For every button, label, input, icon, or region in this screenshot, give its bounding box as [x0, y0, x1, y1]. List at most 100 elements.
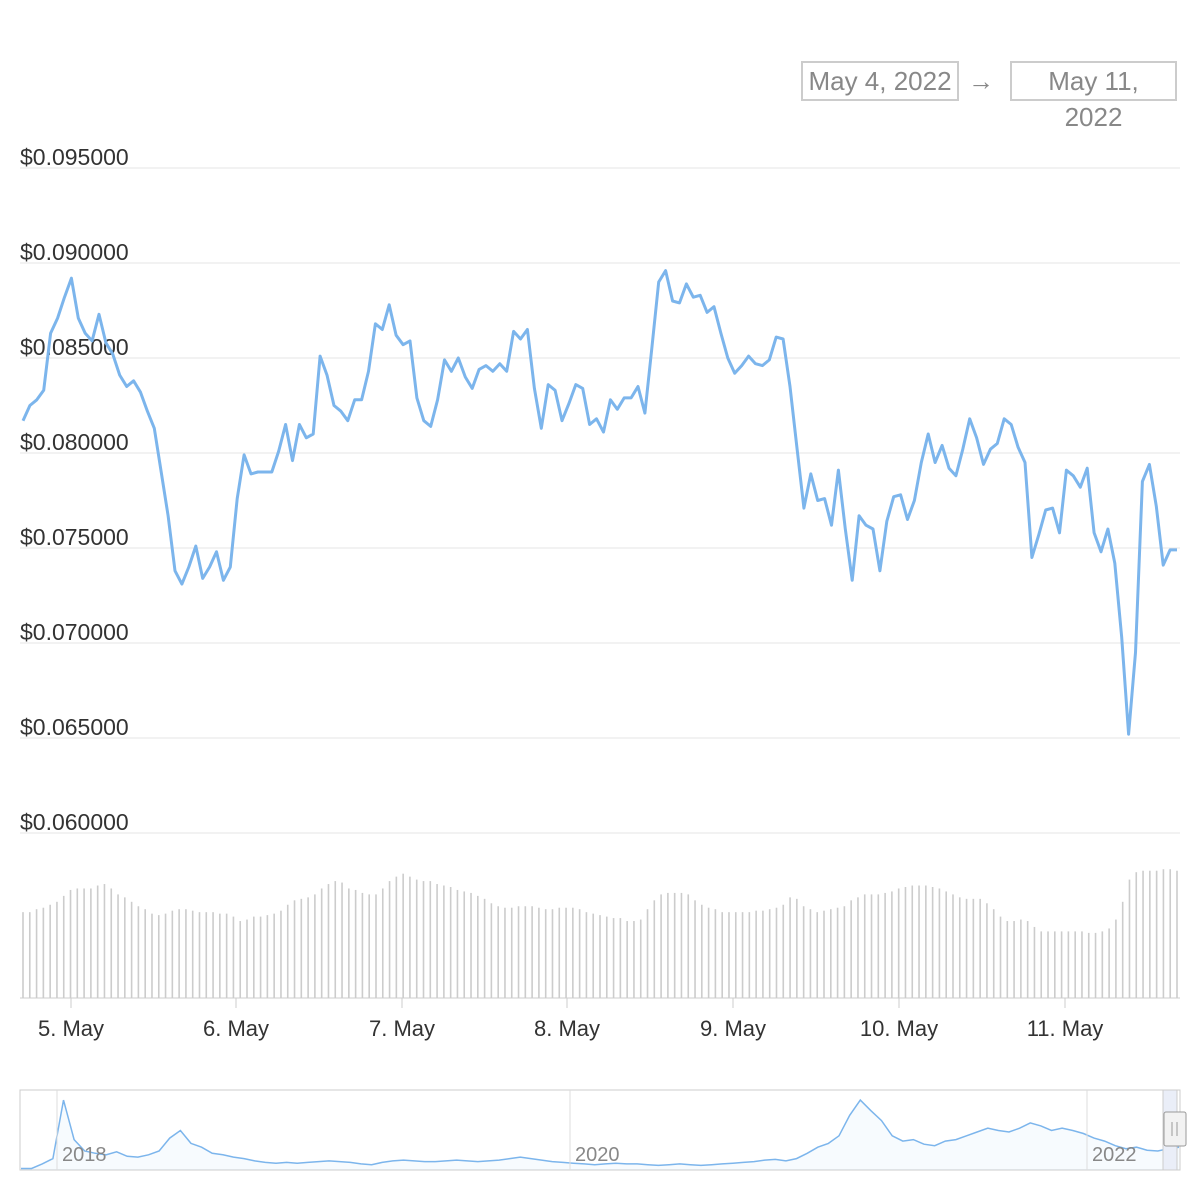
volume-bar: [605, 916, 608, 998]
volume-bar: [999, 916, 1002, 998]
volume-bar: [931, 887, 934, 998]
navigator-tick-label: 2020: [575, 1144, 620, 1166]
volume-bar: [300, 898, 303, 998]
volume-bar: [728, 912, 730, 998]
volume-bar: [1162, 869, 1165, 998]
volume-bar: [965, 898, 968, 998]
volume-bar: [76, 888, 79, 998]
y-axis-labels: $0.095000 $0.090000 $0.085000 $0.080000 $0.0…: [20, 144, 129, 835]
volume-bar: [1176, 870, 1178, 998]
navigator-handle[interactable]: [1163, 1111, 1187, 1147]
volume-bar: [96, 885, 99, 998]
x-tick-label: 10. May: [860, 1016, 938, 1041]
volume-bar: [762, 910, 764, 998]
volume-bar: [429, 881, 432, 998]
volume-bar: [443, 885, 445, 998]
volume-bar: [307, 897, 309, 998]
volume-bar: [110, 888, 113, 998]
volume-bar: [667, 892, 669, 998]
volume-bar: [232, 916, 235, 998]
range-to-input[interactable]: May 11, 2022: [1010, 61, 1177, 132]
volume-bar: [524, 906, 527, 998]
volume-bar: [239, 921, 242, 998]
volume-bar: [436, 884, 438, 998]
volume-bar: [157, 915, 160, 998]
y-tick-label: $0.060000: [20, 809, 129, 835]
volume-bar: [877, 894, 880, 998]
volume-bar: [246, 919, 248, 998]
volume-bar: [470, 892, 472, 998]
volume-bar: [1074, 931, 1076, 998]
navigator-series: [21, 1098, 1180, 1170]
navigator-area: [21, 1100, 1179, 1170]
range-arrow: →: [968, 66, 994, 96]
volume-bar: [1020, 919, 1022, 998]
volume-bar: [35, 909, 38, 998]
volume-bar: [409, 876, 411, 998]
volume-bar: [1108, 928, 1110, 998]
volume-bar: [1040, 931, 1043, 998]
volume-bar: [802, 906, 805, 998]
volume-bar: [1081, 931, 1083, 998]
x-tick-label: 8. May: [534, 1016, 600, 1041]
volume-bar: [178, 909, 180, 998]
volume-bar: [544, 909, 547, 998]
volume-bar: [870, 894, 873, 998]
volume-bar: [341, 882, 343, 998]
volume-bar: [755, 910, 757, 998]
volume-bar: [171, 910, 174, 998]
y-tick-label: $0.070000: [20, 619, 129, 645]
volume-bar: [796, 898, 798, 998]
volume-bar: [585, 912, 588, 998]
x-axis-ticks: 5. May 6. May 7. May 8. May 9. May 10. May 11.…: [38, 998, 1103, 1041]
volume-bar: [707, 907, 710, 998]
navigator[interactable]: 2018 2020 2022: [19, 1089, 1187, 1171]
volume-bar: [117, 894, 119, 998]
volume-bar: [775, 907, 778, 998]
volume-bar: [164, 913, 167, 998]
volume-bar: [280, 910, 282, 998]
volume-bar: [673, 892, 676, 998]
volume-bar: [958, 897, 961, 998]
y-tick-label: $0.080000: [20, 429, 129, 455]
volume-bar: [259, 916, 262, 998]
volume-bar: [415, 879, 418, 998]
volume-bar: [517, 906, 520, 998]
y-tick-label: $0.090000: [20, 239, 129, 265]
volume-bar: [925, 885, 927, 998]
range-from-input[interactable]: May 4, 2022: [801, 61, 959, 101]
volume-bar: [565, 907, 567, 998]
volume-bar: [253, 916, 255, 998]
volume-bar: [144, 909, 146, 998]
x-tick-label: 5. May: [38, 1016, 104, 1041]
y-tick-label: $0.085000: [20, 334, 129, 360]
volume-bar: [904, 887, 907, 998]
x-tick-label: 6. May: [203, 1016, 269, 1041]
volume-bar: [884, 892, 886, 998]
volume-bar: [395, 876, 398, 998]
volume-bar: [911, 885, 914, 998]
volume-bar: [986, 903, 988, 998]
volume-bar: [368, 894, 370, 998]
volume-bar: [185, 909, 187, 998]
volume-bar: [626, 921, 628, 998]
grid-lines: [20, 167, 1180, 834]
volume-bar: [1087, 932, 1090, 998]
volume-bar: [1142, 870, 1144, 998]
volume-bar: [789, 897, 791, 998]
volume-bar: [782, 904, 785, 998]
volume-bar: [198, 912, 201, 998]
volume-bar: [205, 912, 208, 998]
volume-bar: [402, 873, 404, 998]
volume-bar: [1006, 921, 1009, 998]
volume-bar: [1047, 931, 1049, 998]
volume-bar: [103, 884, 106, 998]
volume-bar: [830, 909, 832, 998]
volume-bar: [49, 904, 51, 998]
navigator-line: [21, 1098, 1180, 1170]
volume-bar: [83, 888, 85, 998]
navigator-frame: [19, 1089, 1181, 1171]
volume-bar: [551, 909, 554, 998]
volume-bar: [62, 895, 65, 998]
